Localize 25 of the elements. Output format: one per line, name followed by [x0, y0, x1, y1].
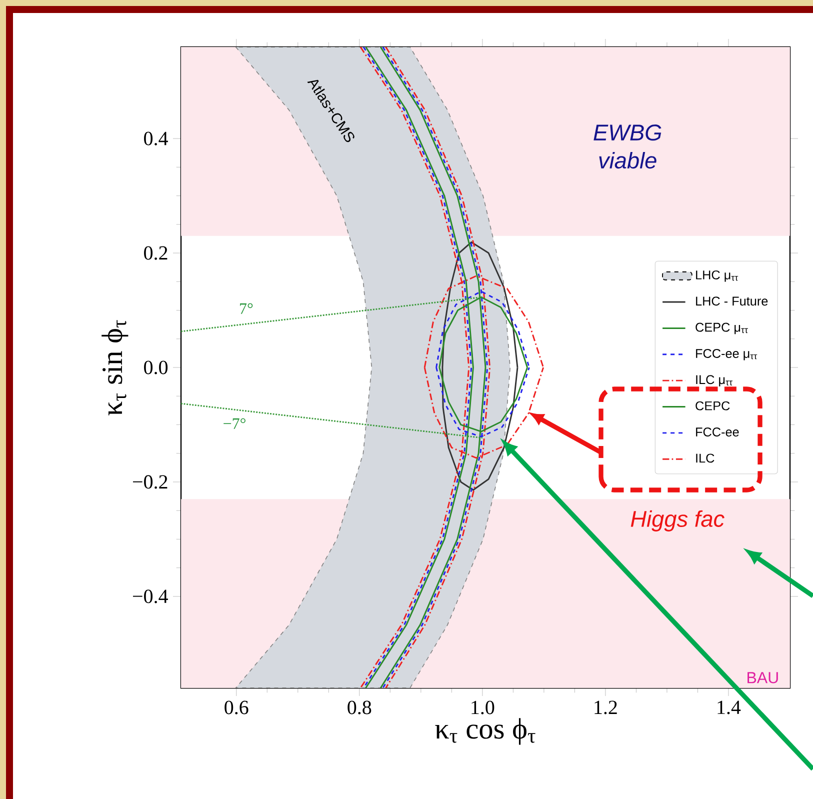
y-tick-label: 0.0	[144, 360, 168, 374]
y-tick-label: 0.4	[144, 132, 168, 146]
legend-label: LHC - Future	[696, 296, 768, 306]
legend-label: LHC μ$_{ττ}$	[696, 270, 738, 282]
annotation: −7°	[224, 418, 246, 429]
legend-label: ILC	[696, 454, 714, 463]
annotation: Higgs fac	[630, 510, 724, 532]
x-tick-label: 0.8	[348, 700, 372, 714]
x-axis-title: κ$_{τ}$ cos ϕ$_{τ}$	[435, 718, 536, 745]
y-tick-label: 0.2	[144, 246, 168, 260]
legend-label: CEPC μ$_{ττ}$	[696, 322, 748, 334]
y-tick-label: −0.4	[133, 590, 168, 604]
y-tick-label: −0.2	[133, 475, 168, 489]
legend-label: CEPC	[696, 401, 730, 410]
legend-label: ILC μ$_{ττ}$	[696, 375, 732, 386]
annotation: EWBG viable	[594, 124, 662, 169]
x-tick-label: 1.2	[594, 700, 617, 714]
x-tick-label: 1.4	[718, 700, 741, 714]
y-axis-title: κ$_{τ}$ sin ϕ$_{τ}$	[102, 320, 128, 416]
band-label: BAU	[748, 672, 778, 684]
legend-label: FCC-ee μ$_{ττ}$	[696, 348, 758, 360]
x-tick-label: 1.0	[472, 700, 494, 714]
legend-label: FCC-ee	[696, 428, 739, 436]
annotation: 7°	[240, 303, 253, 314]
x-tick-label: 0.6	[224, 700, 248, 714]
